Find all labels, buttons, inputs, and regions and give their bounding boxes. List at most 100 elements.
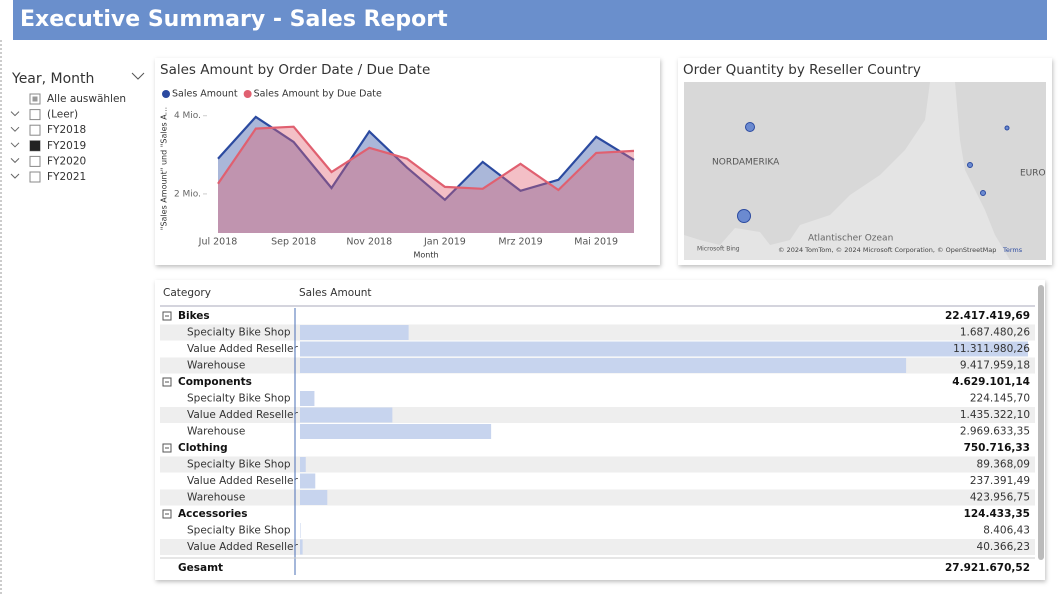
data-bar <box>300 358 907 373</box>
group-total: 750.716,33 <box>964 442 1030 454</box>
row-name: Value Added Reseller <box>187 541 298 553</box>
scrollbar[interactable] <box>1038 285 1044 560</box>
row-band <box>160 324 1035 341</box>
map-label: EUROPA <box>1020 169 1057 179</box>
row-band <box>160 456 1035 473</box>
slicer-item[interactable]: (Leer) <box>47 109 78 121</box>
x-tick-label: Sep 2018 <box>271 237 316 248</box>
x-tick-label: Nov 2018 <box>346 237 392 248</box>
map-label: Atlantischer Ozean <box>808 234 893 244</box>
expand-chevron <box>10 126 20 132</box>
line-chart: Sales Amount Sales Amount by Due Date 2 Mi… <box>160 89 635 260</box>
row-name: Value Added Reseller <box>187 343 298 355</box>
row-value: 423.956,75 <box>970 492 1030 504</box>
row-value: 9.417.959,18 <box>960 360 1030 372</box>
x-tick-label: Mrz 2019 <box>498 237 542 248</box>
checkbox[interactable] <box>29 171 41 183</box>
group-total: 4.629.101,14 <box>952 376 1030 388</box>
row-name: Warehouse <box>187 360 245 372</box>
group-name: Clothing <box>178 442 228 454</box>
map-bubble[interactable] <box>745 122 755 132</box>
slicer-list: Alle auswählen (Leer) FY2018 FY2019 FY2020 FY… <box>10 93 126 183</box>
checkbox-partial <box>32 96 38 102</box>
expand-chevron <box>10 173 20 179</box>
legend-label: Sales Amount <box>172 89 238 100</box>
checkbox[interactable] <box>29 109 41 121</box>
row-name: Specialty Bike Shop <box>187 525 291 537</box>
checkbox[interactable] <box>29 124 41 136</box>
matrix-table: Category Sales Amount Bikes 22.417.419,69 Sp… <box>160 287 1035 575</box>
legend-marker <box>162 90 170 98</box>
map[interactable]: NORDAMERIKA Atlantischer Ozean EUROPA Mi… <box>684 82 1057 260</box>
line <box>217 115 635 202</box>
data-bar <box>300 523 301 538</box>
data-bar <box>300 407 393 423</box>
row-value: 1.435.322,10 <box>960 409 1030 421</box>
map-bubble[interactable] <box>1004 125 1010 131</box>
map-label: NORDAMERIKA <box>712 158 780 168</box>
map-bubble[interactable] <box>980 190 986 196</box>
group-total: 22.417.419,69 <box>945 310 1030 322</box>
x-tick-label: Jan 2019 <box>423 237 466 248</box>
slicer-dropdown[interactable] <box>131 72 145 80</box>
expand-chevron <box>10 142 20 148</box>
legend-label: Sales Amount by Due Date <box>254 89 382 100</box>
data-bar <box>300 457 306 472</box>
total-value: 27.921.670,52 <box>945 562 1030 574</box>
slicer-item[interactable]: FY2018 <box>47 124 86 136</box>
row-name: Specialty Bike Shop <box>187 327 291 339</box>
y-tick-label: 4 Mio. <box>174 111 201 121</box>
data-bar <box>300 391 315 406</box>
map-land <box>684 82 930 245</box>
group-name: Components <box>178 376 252 388</box>
checkbox-fill <box>30 140 40 151</box>
map-bubble[interactable] <box>967 162 973 168</box>
data-bar <box>300 424 492 439</box>
slicer-item[interactable]: FY2020 <box>47 155 86 167</box>
row-value: 11.311.980,26 <box>953 343 1030 355</box>
expand-chevron <box>10 111 20 117</box>
x-tick-label: Mai 2019 <box>574 237 618 248</box>
line <box>217 125 635 192</box>
area <box>218 116 634 233</box>
data-bar <box>300 490 328 505</box>
expand-chevron <box>10 158 20 164</box>
header-title: Executive Summary - Sales Report <box>20 7 448 32</box>
y-tick-label: 2 Mio. <box>174 189 201 199</box>
chart-title: Sales Amount by Order Date / Due Date <box>160 62 430 78</box>
data-bar <box>300 539 303 555</box>
slicer-item[interactable]: FY2019 <box>47 140 86 152</box>
y-axis-label: "Sales Amount" und "Sales A... <box>160 107 169 230</box>
map-attribution: © 2024 TomTom, © 2024 Microsoft Corporat… <box>778 246 996 254</box>
row-value: 40.366,23 <box>977 541 1030 553</box>
data-bar <box>300 473 316 489</box>
row-name: Specialty Bike Shop <box>187 459 291 471</box>
map-land <box>955 82 1046 260</box>
area <box>218 126 634 233</box>
column-header: Sales Amount <box>299 287 372 299</box>
map-provider: Microsoft Bing <box>697 246 740 253</box>
total-name: Gesamt <box>178 562 223 574</box>
group-name: Accessories <box>178 508 248 520</box>
row-name: Value Added Reseller <box>187 409 298 421</box>
row-value: 8.406,43 <box>983 525 1030 537</box>
row-value: 89.368,09 <box>977 459 1030 471</box>
row-value: 237.391,49 <box>970 475 1030 487</box>
header-bar <box>13 0 1047 40</box>
row-name: Warehouse <box>187 426 245 438</box>
map-title: Order Quantity by Reseller Country <box>683 62 921 78</box>
map-bubble[interactable] <box>737 209 751 223</box>
row-value: 2.969.633,35 <box>960 426 1030 438</box>
checkbox[interactable] <box>29 155 41 167</box>
row-name: Specialty Bike Shop <box>187 393 291 405</box>
map-terms[interactable]: Terms <box>1002 246 1023 254</box>
data-bar <box>300 325 409 340</box>
slicer-item[interactable]: FY2021 <box>47 171 86 183</box>
row-band <box>160 539 1035 555</box>
x-tick-label: Jul 2018 <box>198 237 238 248</box>
slicer-item[interactable]: Alle auswählen <box>47 93 126 105</box>
x-axis-label: Month <box>413 251 438 260</box>
row-value: 224.145,70 <box>970 393 1030 405</box>
data-bar <box>300 341 1028 357</box>
